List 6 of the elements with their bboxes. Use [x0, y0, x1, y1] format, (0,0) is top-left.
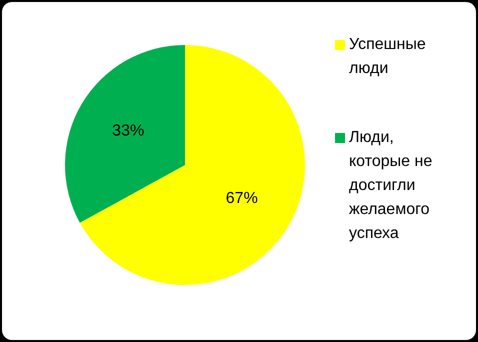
pie-slice — [65, 45, 185, 223]
pie-slice — [80, 45, 305, 285]
legend-label: Люди, которые не достигли желаемого успеха — [349, 129, 432, 242]
data-label: 67% — [226, 190, 258, 207]
data-label: 33% — [112, 122, 144, 140]
legend-label: Успешные люди — [349, 36, 426, 78]
